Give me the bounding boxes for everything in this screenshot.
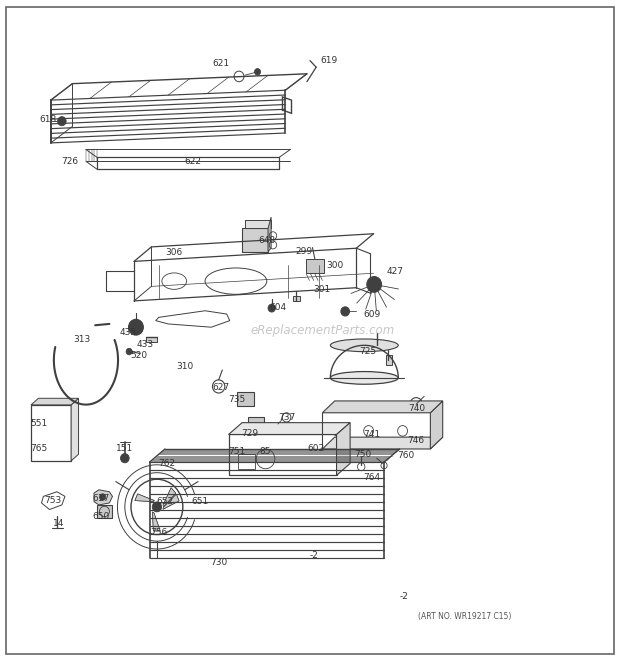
Polygon shape <box>229 422 350 434</box>
Text: 751: 751 <box>229 447 246 456</box>
Text: 726: 726 <box>61 157 78 166</box>
Circle shape <box>367 276 381 292</box>
Circle shape <box>120 453 129 463</box>
Polygon shape <box>94 490 112 505</box>
Text: 741: 741 <box>363 430 380 439</box>
Bar <box>242 229 268 252</box>
Polygon shape <box>163 488 175 507</box>
Text: 753: 753 <box>44 496 61 505</box>
Text: 750: 750 <box>354 449 371 459</box>
Bar <box>293 295 299 301</box>
Circle shape <box>126 348 132 355</box>
Polygon shape <box>322 401 443 412</box>
Circle shape <box>128 319 143 335</box>
Bar <box>248 417 264 430</box>
Text: 427: 427 <box>387 267 404 276</box>
Text: 762: 762 <box>158 459 175 468</box>
Polygon shape <box>71 399 79 461</box>
Text: 740: 740 <box>408 404 425 412</box>
Polygon shape <box>163 488 175 507</box>
Text: -2: -2 <box>399 592 408 601</box>
Text: 619: 619 <box>320 56 337 65</box>
Text: 764: 764 <box>363 473 380 482</box>
Bar <box>306 259 324 272</box>
Polygon shape <box>322 437 443 449</box>
Text: 622: 622 <box>184 157 202 166</box>
Text: 313: 313 <box>73 334 91 344</box>
Text: 14: 14 <box>53 519 64 528</box>
Polygon shape <box>163 494 179 509</box>
Text: 433: 433 <box>136 340 154 350</box>
Text: 609: 609 <box>363 309 380 319</box>
Text: 650: 650 <box>93 512 110 521</box>
Text: 310: 310 <box>177 362 194 371</box>
Text: 737: 737 <box>278 413 295 422</box>
Bar <box>245 220 271 229</box>
Text: 627: 627 <box>212 383 229 392</box>
Text: 435: 435 <box>120 328 136 337</box>
Text: 652: 652 <box>156 497 174 506</box>
Polygon shape <box>268 217 271 252</box>
Polygon shape <box>153 512 160 531</box>
Circle shape <box>100 494 105 500</box>
Text: 729: 729 <box>242 429 259 438</box>
Text: 551: 551 <box>30 420 47 428</box>
Bar <box>146 337 157 342</box>
Text: 760: 760 <box>397 451 414 460</box>
Text: 306: 306 <box>166 249 183 257</box>
Text: 520: 520 <box>130 351 147 360</box>
Text: -2: -2 <box>309 551 318 560</box>
Text: 151: 151 <box>116 444 133 453</box>
Polygon shape <box>135 494 154 502</box>
Text: 621: 621 <box>212 59 229 69</box>
Text: 765: 765 <box>30 444 47 453</box>
Text: 735: 735 <box>229 395 246 404</box>
Text: 604: 604 <box>269 303 286 312</box>
Polygon shape <box>430 401 443 449</box>
Bar <box>97 505 112 518</box>
Text: 299: 299 <box>295 247 312 256</box>
Polygon shape <box>337 422 350 475</box>
Text: 301: 301 <box>314 285 331 294</box>
Bar <box>386 355 392 366</box>
Circle shape <box>268 304 275 312</box>
Bar <box>229 434 337 475</box>
Text: 85: 85 <box>260 447 272 456</box>
Ellipse shape <box>330 339 398 352</box>
Text: 730: 730 <box>210 559 228 567</box>
Circle shape <box>254 69 260 75</box>
Text: eReplacementParts.com: eReplacementParts.com <box>250 324 394 337</box>
Circle shape <box>153 502 162 512</box>
Bar <box>31 405 71 461</box>
Polygon shape <box>31 399 79 405</box>
Circle shape <box>341 307 350 316</box>
Text: 617: 617 <box>93 494 110 503</box>
Text: 648: 648 <box>259 236 275 245</box>
Polygon shape <box>135 494 154 502</box>
Text: 618: 618 <box>39 116 56 124</box>
Text: 300: 300 <box>326 262 343 270</box>
Text: 602: 602 <box>308 444 325 453</box>
Text: 756: 756 <box>150 528 167 537</box>
Text: 651: 651 <box>192 497 209 506</box>
Text: 746: 746 <box>407 436 425 445</box>
Bar <box>237 392 254 407</box>
Text: 725: 725 <box>360 347 376 356</box>
Bar <box>238 454 255 469</box>
Text: (ART NO. WR19217 C15): (ART NO. WR19217 C15) <box>418 612 511 621</box>
Polygon shape <box>153 512 160 531</box>
Ellipse shape <box>330 371 398 384</box>
Circle shape <box>58 116 66 126</box>
Polygon shape <box>163 494 179 509</box>
